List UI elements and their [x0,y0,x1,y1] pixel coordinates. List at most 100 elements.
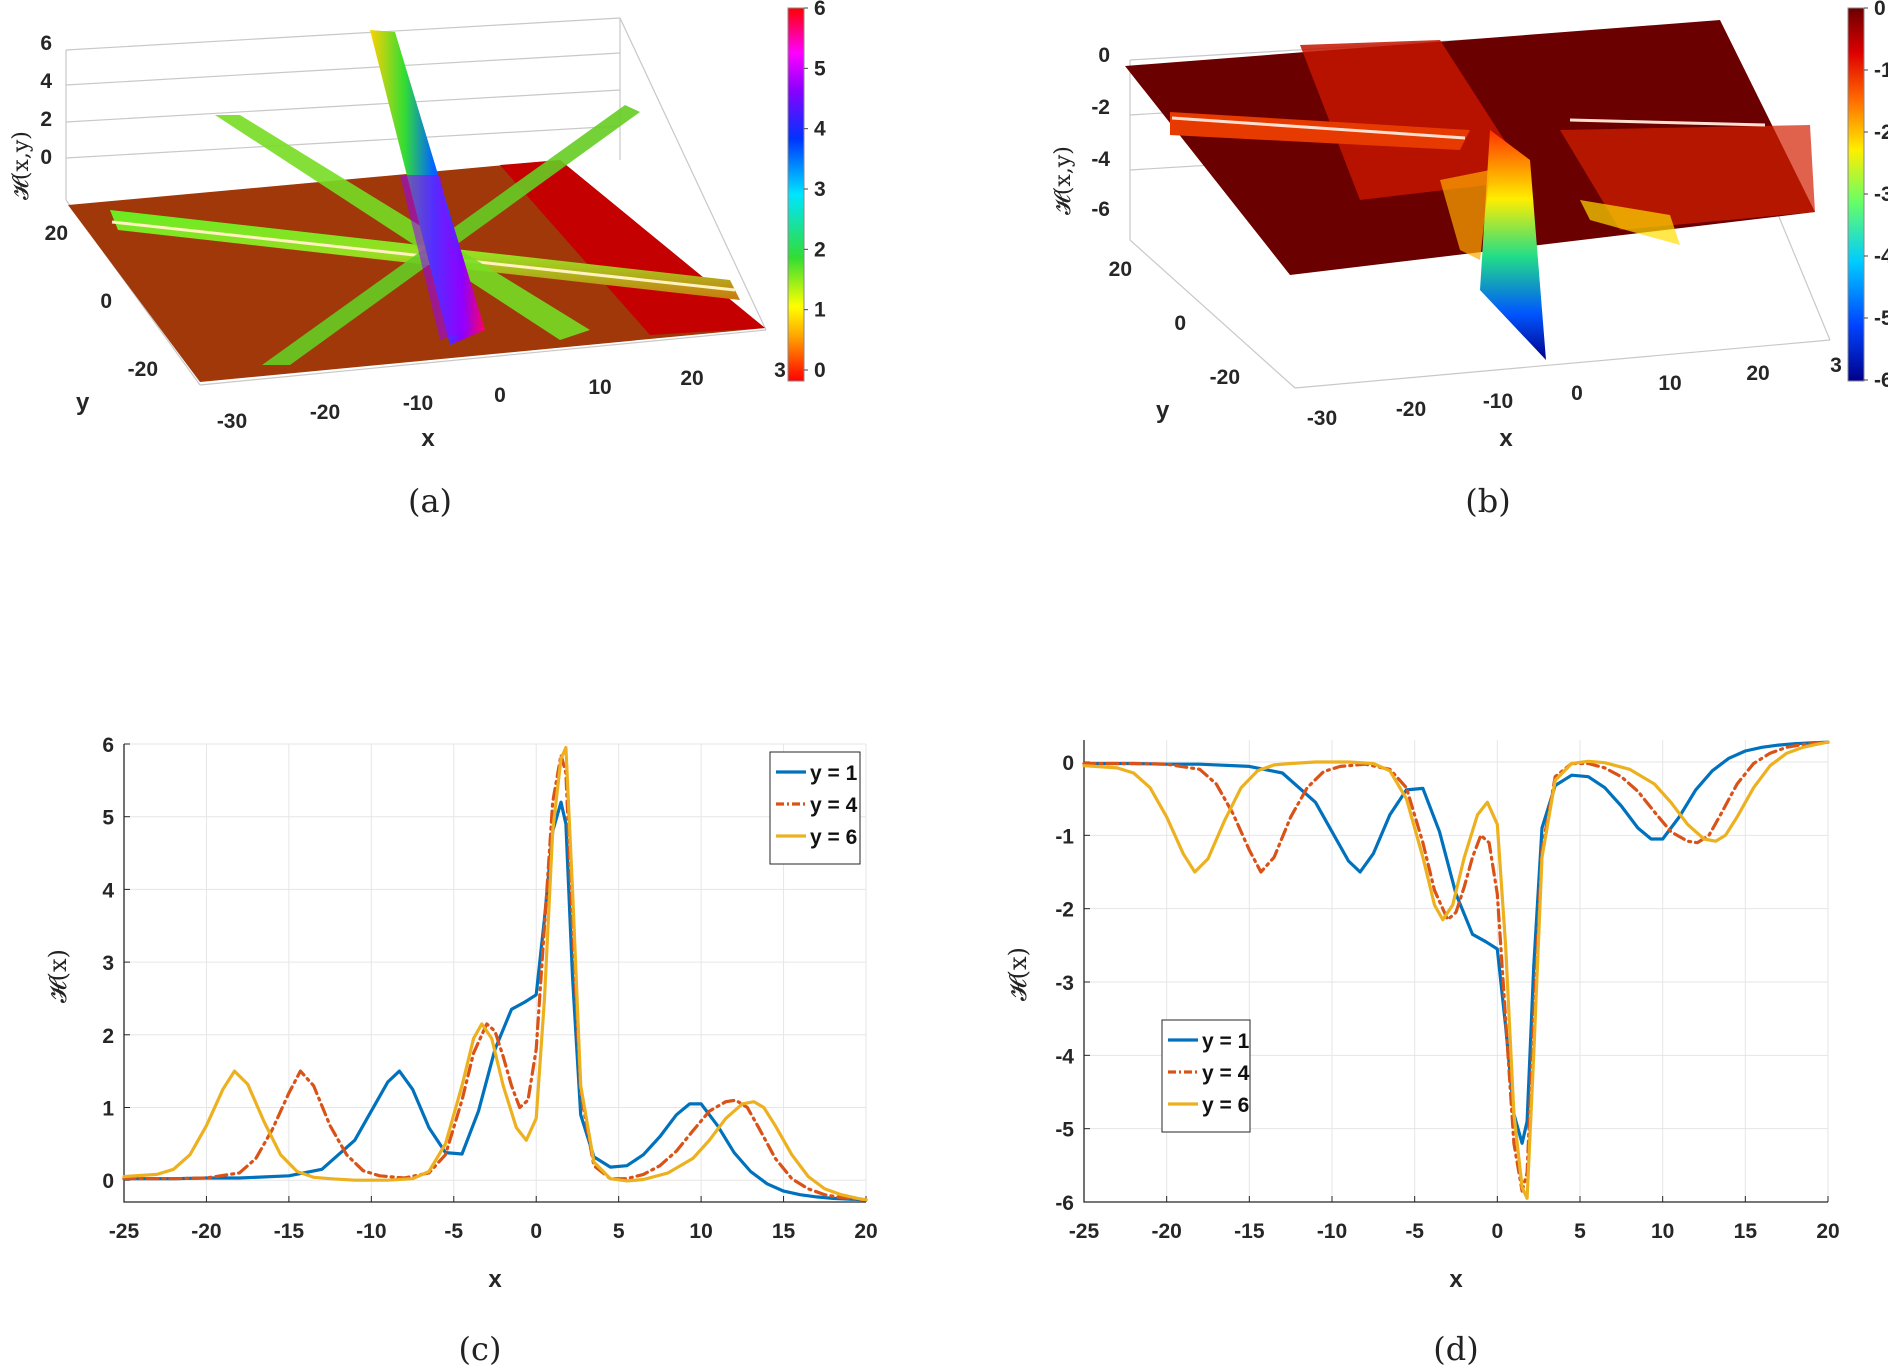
panel-b-colorbar [1847,7,1865,382]
panel-b-z-tick: -2 [1091,96,1110,119]
panel-a-axis-box [65,17,767,386]
panel-a-x-tick: 0 [494,384,506,407]
x-tick-label: 5 [1574,1220,1586,1243]
panel-a-x-tick: -30 [217,410,247,433]
y-tick-label: 4 [102,879,114,902]
x-tick-label: 15 [1734,1220,1758,1243]
legend-entry: y = 6 [810,826,857,849]
series-line-y1 [122,800,868,1202]
panel-b-surface-plot: 0 -2 -4 -6 𝓗(x,y) 20 0 -20 y -30 -20 -10… [1051,0,1888,452]
panel-a-y-tick: 0 [100,290,112,313]
panel-b-colorbar-tick: -1 [1874,59,1888,82]
y-tick-label: -5 [1055,1119,1074,1142]
panel-b-x-tick: 0 [1571,382,1583,405]
legend-entry: y = 4 [810,794,858,817]
x-tick-label: 10 [1651,1220,1674,1243]
panel-b-x-tick: -30 [1307,407,1337,430]
panel-a-colorbar-tick: 4 [814,118,826,141]
panel-b-y-tick: 0 [1174,312,1186,335]
panel-a-colorbar-tick: 2 [814,238,826,261]
panel-d-line-chart: -25 -20 -15 -10 -5 0 5 10 15 20 0 -1 -2 -3 -4 -5 -6 x 𝓗(x)… [1004,740,1840,1293]
y-tick-label: 5 [102,807,114,830]
legend: y = 1 y = 4 y = 6 [769,751,861,865]
y-tick-label: 0 [1062,752,1074,775]
figure-label-a: (a) [408,482,452,520]
panel-b-ridge-highlight [1569,118,1766,127]
panel-b-z-tick: 0 [1098,44,1110,67]
panel-a-z-tick: 4 [40,70,52,93]
panel-b-y-tick: -20 [1210,366,1240,389]
x-tick-label: -25 [1069,1220,1100,1243]
panel-b-deep-trough [1480,130,1546,360]
figure-label-b: (b) [1465,482,1510,520]
legend-entry: y = 1 [1202,1030,1250,1053]
y-tick-label: 3 [102,952,114,975]
panel-b-trough-side [1440,170,1490,260]
panel-b-z-label: 𝓗(x,y) [1051,146,1076,215]
panel-b-y-label: y [1156,397,1170,424]
panel-a-surface-plot: 6 4 2 0 𝓗(x,y) 20 0 -20 y -30 -20 -10 0 … [9,0,826,452]
panel-b-x-tick: 20 [1746,362,1769,385]
x-tick-label: 0 [1491,1220,1503,1243]
x-tick-label: -15 [1234,1220,1265,1243]
x-tick-label: -25 [109,1220,140,1243]
y-axis-label: 𝓗(x) [1004,947,1032,1001]
panel-a-x-tick: 10 [588,376,611,399]
x-tick-label: 0 [530,1220,542,1243]
x-tick-label: -5 [1405,1220,1424,1243]
y-tick-label: -1 [1055,825,1074,848]
panel-b-colorbar-tick: -5 [1874,307,1888,330]
y-tick-label: 0 [102,1170,114,1193]
x-tick-label: 5 [613,1220,625,1243]
y-tick-label: -6 [1055,1192,1074,1215]
y-axis-label: 𝓗(x) [44,949,72,1003]
panel-b-x-tick: -10 [1483,390,1513,413]
series-line-y4 [122,753,868,1202]
panel-a-colorbar-tick: 5 [814,57,826,80]
panel-b-x-tick: -20 [1396,398,1426,421]
panel-a-x-tick: -20 [310,401,340,424]
legend-entry: y = 1 [810,762,858,785]
y-tick-label: 6 [102,734,114,757]
panel-a-y-tick: -20 [128,358,158,381]
panel-b-x-tick: 10 [1658,372,1681,395]
x-tick-label: -5 [444,1220,463,1243]
y-tick-label: -4 [1055,1045,1074,1068]
legend-entry: y = 4 [1202,1062,1250,1085]
x-tick-label: -10 [356,1220,386,1243]
series-line-y1 [1082,740,1830,1145]
panel-a-y-label: y [76,389,90,416]
panel-a-x-tick: 20 [680,367,703,390]
panel-a-z-tick: 0 [40,146,52,169]
x-tick-label: -20 [191,1220,221,1243]
panel-b-x-tick: 3 [1830,354,1842,377]
x-tick-label: 20 [1816,1220,1839,1243]
panel-b-trough-side [1580,200,1680,245]
panel-b-ridge-highlight [1171,116,1466,140]
panel-a-z-tick: 2 [40,108,52,131]
panel-a-z-tick: 6 [40,32,52,55]
x-tick-label: 20 [854,1220,877,1243]
panel-a-x-label: x [421,425,435,452]
panel-a-central-ridge-shade [400,175,470,340]
series-line-y6 [122,745,868,1202]
panel-a-y-tick: 20 [45,222,68,245]
panel-b-red-wave-2 [1560,125,1815,230]
panel-a-z-label: 𝓗(x,y) [9,131,34,200]
panel-b-x-label: x [1499,425,1513,452]
x-tick-label: 15 [772,1220,796,1243]
legend-entry: y = 6 [1202,1094,1249,1117]
panel-b-y-tick: 20 [1109,258,1132,281]
y-tick-label: -2 [1055,899,1074,922]
panel-b-z-tick: -6 [1091,198,1110,221]
panel-a-colorbar-tick: 6 [814,0,826,20]
figure-label-d: (d) [1433,1330,1478,1368]
axes-frame [123,744,866,1203]
x-tick-label: -20 [1151,1220,1181,1243]
x-axis-label: x [1449,1266,1463,1293]
panel-b-colorbar-tick: -4 [1874,245,1888,268]
panel-b-colorbar-tick: -6 [1874,369,1888,392]
panel-b-z-tick: -4 [1091,148,1110,171]
